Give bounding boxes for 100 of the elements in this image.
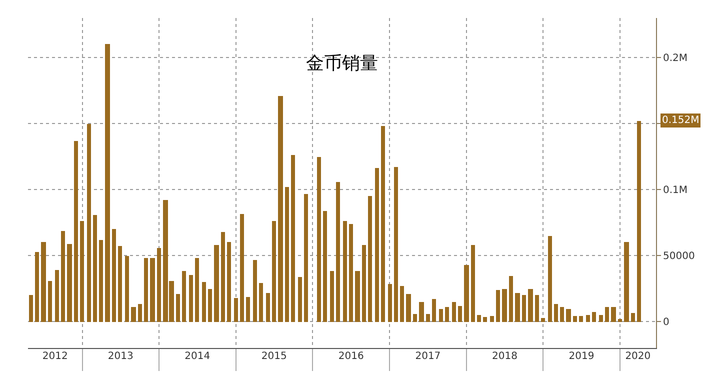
bar — [323, 211, 327, 322]
bar — [157, 248, 161, 322]
bar — [221, 232, 225, 322]
bar — [579, 316, 583, 322]
x-tick-label: 2016 — [338, 351, 364, 362]
bar — [125, 256, 129, 322]
bar — [291, 155, 295, 322]
x-tick-label: 2017 — [415, 351, 441, 362]
bar — [548, 236, 552, 322]
bar — [189, 275, 193, 322]
bar — [477, 315, 481, 322]
bar — [150, 258, 155, 322]
bar — [611, 307, 616, 322]
bar — [522, 295, 526, 322]
bar — [234, 298, 238, 322]
bar — [41, 242, 46, 322]
bar — [502, 289, 507, 322]
bar — [535, 295, 539, 322]
x-tick-label: 2013 — [108, 351, 134, 362]
bar — [272, 221, 276, 322]
bar — [375, 168, 379, 322]
bar — [464, 265, 469, 322]
y-tick-label: 50000 — [663, 251, 695, 262]
bar — [624, 242, 629, 322]
bar — [528, 289, 533, 322]
bar — [182, 271, 186, 322]
bar — [388, 284, 392, 322]
bar — [343, 221, 347, 322]
bar — [336, 182, 340, 322]
bar — [496, 290, 500, 322]
bar — [592, 312, 596, 322]
bar — [515, 293, 520, 322]
bar — [246, 297, 250, 322]
bar — [131, 307, 136, 322]
y-tick-label: 0 — [663, 317, 670, 328]
x-tick-label: 2015 — [261, 351, 287, 362]
bar — [586, 315, 590, 322]
bar — [637, 121, 641, 322]
bar — [80, 221, 84, 322]
bar — [400, 286, 404, 322]
bar — [99, 240, 103, 322]
bar — [631, 313, 635, 322]
bar — [112, 229, 116, 322]
bar — [413, 314, 417, 322]
bar — [317, 157, 321, 322]
bar — [381, 126, 385, 322]
bar — [560, 307, 564, 322]
bar — [227, 242, 231, 322]
bar — [599, 315, 603, 322]
bar — [118, 246, 122, 322]
text: 金币销量 — [306, 53, 378, 74]
bar — [93, 215, 97, 322]
bar — [541, 318, 545, 322]
bar — [618, 319, 622, 322]
bar — [35, 252, 39, 322]
bar — [202, 282, 206, 322]
x-tick-label: 2019 — [568, 351, 594, 362]
bar — [285, 187, 289, 322]
bar — [176, 294, 180, 322]
bar — [445, 307, 449, 322]
bar — [55, 270, 59, 322]
bar — [368, 196, 372, 322]
bar — [406, 294, 411, 322]
x-tick-label: 2014 — [184, 351, 210, 362]
bar — [566, 309, 571, 322]
bar — [490, 316, 494, 322]
x-tick-label: 2020 — [625, 351, 651, 362]
bar — [214, 245, 219, 322]
bar — [29, 295, 33, 322]
bar — [138, 304, 142, 322]
y-tick-label: 0.2M — [663, 53, 688, 64]
bar — [419, 302, 424, 322]
bar — [278, 96, 283, 322]
bar — [483, 317, 487, 322]
bar — [355, 271, 360, 322]
bar — [144, 258, 148, 322]
bar — [554, 304, 558, 322]
bar — [452, 302, 456, 322]
bar — [74, 141, 78, 322]
x-tick-label: 2012 — [42, 351, 68, 362]
bar — [509, 276, 513, 322]
bar — [573, 316, 577, 322]
text: 0.152M — [662, 115, 700, 126]
bar — [426, 314, 430, 322]
bar — [61, 231, 65, 322]
bar — [253, 260, 257, 322]
bar — [266, 293, 270, 322]
bar — [240, 214, 244, 322]
bar — [105, 44, 110, 322]
bar — [48, 281, 52, 322]
y-tick-label: 0.1M — [663, 185, 688, 196]
bar — [439, 309, 443, 322]
bar — [208, 289, 212, 322]
bar — [330, 271, 334, 322]
bar — [605, 307, 609, 322]
bar — [195, 258, 199, 322]
bar — [304, 194, 308, 322]
bar — [87, 124, 91, 322]
bar — [67, 244, 72, 322]
bar — [349, 224, 353, 322]
